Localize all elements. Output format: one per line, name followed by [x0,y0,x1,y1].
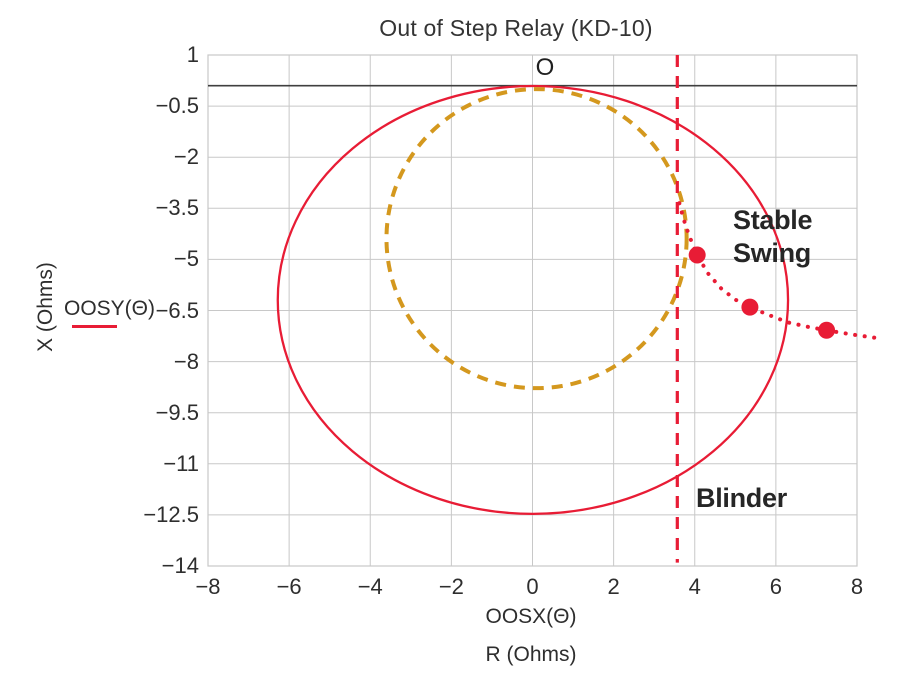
blinder-annotation: Blinder [696,483,787,513]
y-tick-label: 1 [186,42,199,67]
legend-line-sample [72,325,117,328]
x-tick-label: 4 [688,574,701,599]
y-tick-label: −11 [163,450,199,476]
chart-title: Out of Step Relay (KD-10) [379,15,653,41]
y-tick-label: −0.5 [155,93,199,119]
swing-point-dot [688,246,706,264]
x-tick-label: 8 [850,574,864,599]
x-tick-label: 6 [769,574,782,599]
origin-marker: O [535,54,555,81]
y-tick-label: −3.5 [155,195,199,221]
x-axis-unit-label: R (Ohms) [485,643,577,666]
x-tick-label: 2 [607,574,620,599]
x-tick-label: −8 [195,574,221,599]
y-tick-label: −8 [173,348,199,374]
y-tick-label: −9.5 [155,399,199,425]
y-tick-label: −14 [161,553,199,578]
relay-characteristic-circle [276,84,790,516]
legend-label: OOSY(Θ) [64,297,156,320]
y-tick-label: −6.5 [155,297,199,323]
x-axis-variable-label: OOSX(Θ) [485,605,577,628]
x-tick-label: −2 [438,574,464,599]
y-tick-label: −2 [173,144,199,170]
y-axis-label: X (Ohms) [34,262,57,352]
y-tick-label: −12.5 [143,501,199,527]
x-tick-label: −4 [357,574,383,599]
stable-swing-line2: Swing [733,238,811,268]
stable-swing-annotation: Stable Swing [733,204,813,270]
x-tick-label: −6 [276,574,302,599]
swing-point-dot [818,321,836,339]
y-tick-label: −5 [173,246,199,272]
stable-swing-line1: Stable [733,205,813,235]
stable-swing-curve [677,201,878,340]
inner-characteristic-circle [384,87,689,391]
x-tick-label: 0 [526,574,539,599]
plot-frame [207,54,858,567]
swing-point-dot [741,298,759,316]
